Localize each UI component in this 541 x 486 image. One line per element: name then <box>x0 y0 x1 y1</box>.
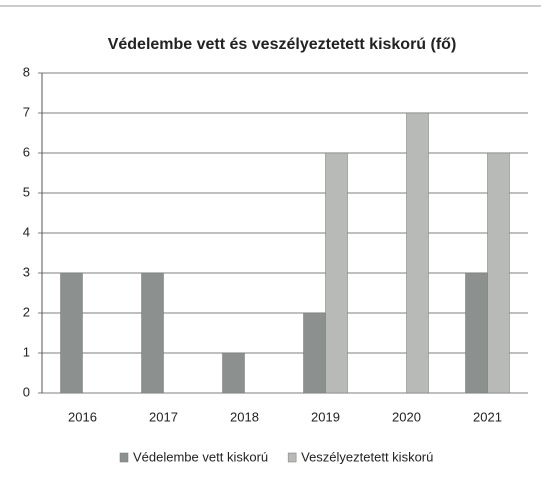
x-tick-label: 2020 <box>392 409 421 424</box>
bar <box>222 352 245 394</box>
legend-label: Veszélyeztetett kiskorú <box>301 449 433 464</box>
bar <box>406 112 429 394</box>
x-tick-label: 2019 <box>311 409 340 424</box>
y-tick-label: 6 <box>23 144 30 159</box>
y-tick-label: 3 <box>23 264 30 279</box>
x-tick-label: 2016 <box>68 409 97 424</box>
legend-swatch <box>119 452 129 463</box>
bar <box>303 312 326 394</box>
y-tick-label: 5 <box>23 184 30 199</box>
y-tick-label: 8 <box>23 64 30 79</box>
bar <box>325 152 348 394</box>
legend-label: Védelembe vett kiskorú <box>133 449 268 464</box>
y-tick-label: 1 <box>23 344 30 359</box>
chart-title: Védelembe vett és veszélyeztetett kiskor… <box>108 36 457 53</box>
x-tick-label: 2018 <box>230 409 259 424</box>
bar <box>487 152 510 394</box>
x-tick-label: 2017 <box>149 409 178 424</box>
y-tick-label: 7 <box>23 104 30 119</box>
bar <box>60 272 83 394</box>
y-tick-label: 0 <box>23 384 30 399</box>
y-tick-label: 4 <box>23 224 30 239</box>
x-tick-label: 2021 <box>473 409 502 424</box>
legend-swatch <box>287 452 297 463</box>
y-tick-label: 2 <box>23 304 30 319</box>
bar <box>465 272 488 394</box>
bar <box>141 272 164 394</box>
